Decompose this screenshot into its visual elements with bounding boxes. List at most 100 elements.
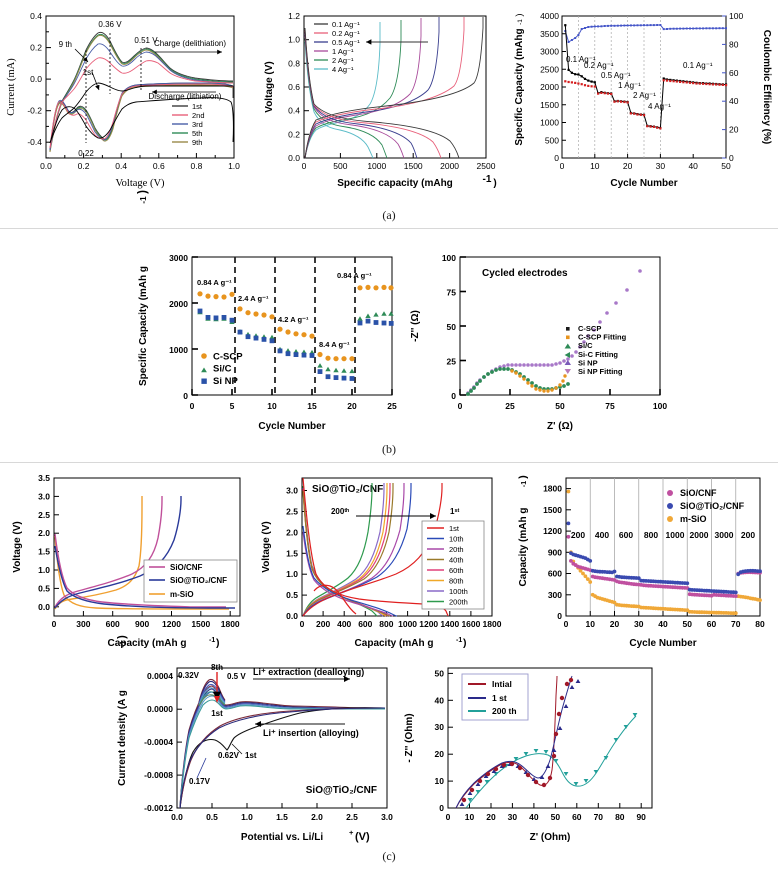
legend-item-label: 0.1 Ag⁻¹ — [332, 20, 360, 29]
panel-a3-rate-capability: 4000 3500 3000 2500 2000 1500 1000 500 0 100 80… — [508, 2, 778, 198]
svg-text:75: 75 — [447, 288, 457, 298]
svg-text:10: 10 — [586, 619, 596, 629]
svg-text:30: 30 — [435, 722, 445, 732]
legend-item-label: m-SiO — [170, 590, 194, 599]
rate-label: 0.2 Ag⁻¹ — [584, 61, 614, 70]
axis-label-y: Current density (A g — [117, 690, 128, 786]
rate-label: 2000 — [690, 530, 709, 540]
svg-text:0.0: 0.0 — [286, 611, 298, 621]
legend-item-label: 5th — [192, 129, 202, 138]
legend-item-label: SiO@TiO₂/CNF — [680, 501, 745, 511]
svg-text:20: 20 — [729, 125, 739, 135]
rate-label: 0.5 Ag⁻¹ — [601, 71, 631, 80]
svg-text:0.0000: 0.0000 — [147, 704, 173, 714]
annotation-200th: 200ᵗʰ — [331, 507, 349, 516]
rate-label: 2.4 A g⁻¹ — [238, 294, 269, 303]
svg-text:0: 0 — [190, 401, 195, 411]
svg-text:30: 30 — [656, 161, 666, 171]
axis-label-y-close: ) — [517, 475, 529, 479]
axis-label-x: Z' (Ω) — [547, 421, 573, 432]
annotation-05v: 0.5 V — [227, 672, 246, 681]
panel-c2-cycling-voltage-profiles: 3.0 2.5 2.0 1.5 1.0 0.5 0.0 0 200 400 600 800 10… — [254, 466, 512, 660]
annotation-1st: 1ˢᵗ — [450, 507, 459, 516]
axis-label-y-sup: -1 — [139, 196, 148, 204]
svg-text:0: 0 — [564, 619, 569, 629]
legend-item-label: C-SCP — [578, 324, 601, 333]
legend-c3: SiO/CNF SiO@TiO₂/CNF m-SiO — [667, 488, 745, 524]
sample-label: SiO@TiO₂/CNF — [306, 785, 377, 796]
svg-text:1.0: 1.0 — [288, 35, 300, 45]
legend-item-label: Si NP — [578, 359, 598, 368]
rate-label: 0.1 Ag⁻¹ — [566, 55, 596, 64]
legend-c2: 1st 10th 20th 40th 60th 80th 100th 200th — [421, 520, 485, 610]
legend-item-label: 20th — [449, 545, 464, 554]
svg-text:50: 50 — [721, 161, 731, 171]
svg-text:40: 40 — [658, 619, 668, 629]
svg-text:1.5: 1.5 — [276, 812, 288, 822]
series-sio-tio2-cnf — [566, 521, 762, 595]
panel-c5-eis-nyquist: 50 40 30 20 10 0 0 10 20 30 40 50 60 70 80 90 Z' (… — [390, 658, 690, 854]
svg-text:80: 80 — [729, 39, 739, 49]
series-c-scp — [197, 284, 394, 362]
axis-label-y-sup: -1 — [517, 19, 524, 25]
legend-item-label: Si NP Fitting — [578, 367, 623, 376]
legend-item-label: Si/C — [213, 364, 232, 375]
svg-text:20: 20 — [347, 401, 357, 411]
annotation-9th: 9 th — [59, 40, 72, 49]
svg-text:2000: 2000 — [169, 299, 188, 309]
annotation-8th: 8th — [211, 663, 223, 672]
panel-c3-rate-performance: 1800 1500 1200 900 600 300 0 0 10 20 30 40 50 60… — [512, 466, 776, 660]
panel-b1-rate-capability-comparison: 3000 2000 1000 0 0 5 10 15 20 25 Cycle Number … — [130, 190, 415, 439]
axis-label-y2: Coulombic Effiiency (%) — [761, 30, 772, 144]
svg-text:2.5: 2.5 — [346, 812, 358, 822]
axis-label-x-sup: -1 — [209, 637, 215, 644]
svg-text:0.0004: 0.0004 — [147, 671, 173, 681]
legend-c1: SiO/CNF SiO@TiO₂/CNF m-SiO — [143, 559, 238, 603]
svg-text:30: 30 — [508, 812, 518, 822]
annotation-062v: 0.62V — [218, 751, 240, 760]
svg-text:2500: 2500 — [540, 64, 559, 74]
svg-text:400: 400 — [337, 619, 351, 629]
series-200th-markers — [467, 713, 638, 802]
legend-item-label: C-SCP Fitting — [578, 333, 627, 342]
legend-a1: 1st 2nd 3rd 5th 9th — [172, 102, 205, 147]
svg-text:1200: 1200 — [162, 619, 181, 629]
legend-item-label: 200th — [449, 598, 468, 607]
svg-text:300: 300 — [76, 619, 90, 629]
svg-text:1200: 1200 — [543, 526, 562, 536]
series-charge-capacity — [564, 24, 728, 130]
svg-text:1500: 1500 — [540, 100, 559, 110]
svg-text:0: 0 — [451, 391, 456, 401]
svg-text:25: 25 — [505, 401, 515, 411]
svg-text:25: 25 — [447, 357, 457, 367]
series-si-c-fitting — [466, 367, 570, 396]
svg-text:-0.0008: -0.0008 — [144, 770, 173, 780]
svg-text:600: 600 — [358, 619, 372, 629]
axis-label-y: Specific Capacity (mAh g — [138, 266, 149, 386]
legend-item-label: 0.2 Ag⁻¹ — [332, 29, 360, 38]
svg-text:100: 100 — [442, 253, 456, 263]
svg-text:40: 40 — [729, 96, 739, 106]
axis-label-x-sup: -1 — [483, 174, 492, 185]
legend-item-label: 3rd — [192, 120, 203, 129]
legend-item-label: SiO/CNF — [170, 563, 203, 572]
svg-text:0.4: 0.4 — [288, 106, 300, 116]
annotation-peak-036: 0.36 V — [98, 20, 122, 29]
svg-text:600: 600 — [106, 619, 120, 629]
rate-label: 0.84 A g⁻¹ — [197, 278, 232, 287]
svg-text:20: 20 — [486, 812, 496, 822]
axis-label-y-sup: -1 — [118, 641, 127, 648]
legend-item-label: SiO/CNF — [680, 488, 717, 498]
subfigure-label-b: (b) — [382, 442, 396, 456]
series-si-np — [197, 308, 394, 381]
series-initial-markers — [461, 677, 574, 803]
annotation-peak-022: 0.22 — [78, 149, 94, 158]
svg-text:0.8: 0.8 — [288, 58, 300, 68]
annotation-li-insertion: Li⁺ insertion (alloying) — [263, 728, 359, 738]
legend-item-label: Intial — [492, 679, 512, 689]
legend-item-label: Si-C Fitting — [578, 350, 618, 359]
rate-label: 0.1 Ag⁻¹ — [683, 61, 713, 70]
svg-text:4000: 4000 — [540, 11, 559, 21]
axis-label-y-close: ) — [116, 635, 128, 639]
